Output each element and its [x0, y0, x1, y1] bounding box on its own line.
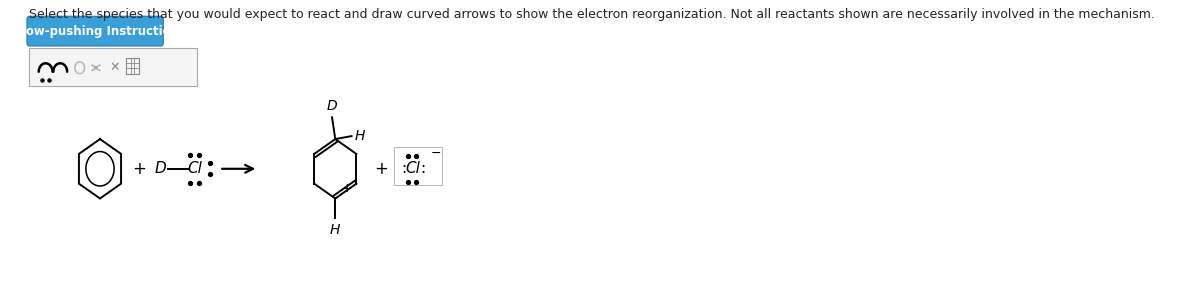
Text: Arrow-pushing Instructions: Arrow-pushing Instructions — [5, 25, 186, 38]
Text: H: H — [355, 129, 365, 143]
FancyBboxPatch shape — [26, 16, 163, 46]
Text: Select the species that you would expect to react and draw curved arrows to show: Select the species that you would expect… — [30, 8, 1156, 21]
Text: +: + — [342, 182, 353, 195]
Text: D: D — [326, 99, 337, 113]
Text: ✕: ✕ — [109, 61, 120, 74]
Text: D: D — [155, 161, 167, 176]
Text: Cl: Cl — [404, 161, 420, 176]
Text: −: − — [431, 146, 440, 159]
FancyBboxPatch shape — [29, 48, 197, 86]
Text: H: H — [330, 223, 341, 237]
Text: +: + — [374, 160, 389, 178]
Text: :: : — [402, 161, 407, 176]
Text: +: + — [132, 160, 146, 178]
Text: Cl: Cl — [187, 161, 203, 176]
Text: :: : — [420, 161, 426, 176]
